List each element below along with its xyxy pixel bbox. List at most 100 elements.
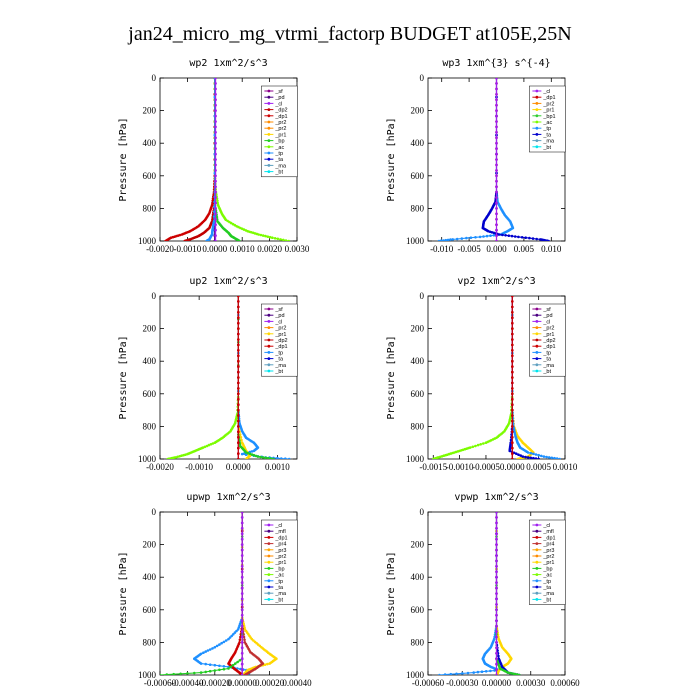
- series-point: [273, 237, 277, 240]
- series-point: [239, 635, 242, 639]
- legend-entry: _sf: [274, 89, 283, 95]
- series-point: [240, 559, 244, 563]
- series-line-tp: [439, 512, 499, 675]
- series-point: [511, 397, 514, 401]
- legend-marker: [535, 560, 539, 564]
- series-point: [524, 455, 527, 459]
- legend-entry: _dp1: [274, 344, 287, 350]
- series-point: [511, 452, 514, 455]
- series-point: [165, 673, 169, 675]
- series-point: [501, 233, 504, 237]
- series-point: [280, 457, 283, 459]
- series-line-pr4: [241, 512, 264, 675]
- series-point: [287, 239, 291, 241]
- x-tick-label: -0.00030: [446, 678, 479, 688]
- series-point: [511, 414, 514, 417]
- series-point: [240, 641, 244, 644]
- series-point: [214, 141, 217, 145]
- series-point: [497, 654, 500, 658]
- legend-marker: [535, 108, 539, 111]
- series-point: [231, 663, 235, 667]
- series-point: [248, 452, 252, 456]
- series-point: [263, 663, 267, 666]
- legend-entry: _bp: [274, 139, 284, 145]
- y-tick-label: 1000: [406, 670, 425, 680]
- series-point: [237, 392, 240, 396]
- series-point: [479, 443, 483, 446]
- legend-marker: [535, 598, 539, 601]
- series-point: [212, 215, 216, 218]
- series-point: [206, 649, 210, 652]
- x-tick-label: 0.00000: [228, 678, 258, 688]
- legend-marker: [267, 567, 271, 570]
- legend-entry: _ac: [542, 573, 552, 579]
- series-point: [495, 608, 498, 612]
- y-tick-label: 0: [152, 73, 157, 83]
- series-point: [214, 103, 217, 107]
- y-axis-label: Pressure [hPa]: [118, 551, 129, 635]
- series-point: [495, 196, 498, 199]
- series-point: [478, 235, 482, 239]
- series-point: [495, 597, 498, 601]
- legend-entry: _tp: [274, 151, 283, 157]
- y-tick-label: 1000: [138, 670, 157, 680]
- legend-marker: [267, 332, 271, 336]
- series-point: [492, 234, 496, 237]
- series-point: [495, 532, 498, 535]
- panel-5: upwp 1xm^2/s^3 Pressure [hPa] 0 200 400 600 80…: [118, 492, 312, 688]
- series-point: [511, 327, 514, 330]
- legend-entry: _pr1: [274, 132, 286, 138]
- series-point: [240, 570, 244, 574]
- legend-entry: _cl: [542, 89, 550, 95]
- series-point: [495, 586, 498, 590]
- series-point: [215, 644, 219, 648]
- legend-marker: [535, 548, 539, 552]
- series-point: [264, 456, 267, 459]
- legend-marker: [535, 554, 539, 558]
- series-point: [495, 169, 498, 172]
- series-point: [545, 455, 548, 459]
- series-point: [214, 179, 217, 183]
- x-tick-label: -0.0020: [146, 244, 174, 254]
- x-tick-label: 0.0030: [285, 244, 310, 254]
- series-point: [237, 349, 240, 352]
- series-point: [214, 223, 217, 226]
- legend-marker: [267, 133, 271, 136]
- legend-entry: _ma: [274, 591, 287, 597]
- series-point: [227, 667, 230, 670]
- series-point: [236, 628, 240, 631]
- x-tick-label: 0.00040: [282, 678, 312, 688]
- series-point: [214, 169, 217, 172]
- legend-marker: [267, 145, 271, 149]
- series-point: [550, 456, 554, 459]
- legend-marker: [535, 351, 539, 354]
- series-point: [495, 120, 498, 123]
- x-tick-label: 0.000: [486, 244, 507, 254]
- series-point: [214, 109, 217, 112]
- series-line-tp: [438, 78, 514, 241]
- series-point: [495, 98, 498, 101]
- series-point: [519, 454, 522, 457]
- series-point: [449, 672, 453, 675]
- legend-marker: [535, 145, 539, 149]
- legend-marker: [535, 344, 539, 348]
- series-point: [438, 673, 441, 675]
- series-point: [511, 316, 514, 320]
- series-point: [237, 414, 240, 417]
- series-point: [240, 657, 244, 660]
- x-tick-label: -0.0020: [146, 462, 174, 472]
- legend-marker: [535, 542, 539, 545]
- series-point: [497, 635, 500, 639]
- series-point: [511, 441, 514, 445]
- legend-marker: [535, 133, 539, 136]
- series-point: [222, 640, 226, 644]
- y-tick-label: 400: [143, 356, 157, 366]
- series-point: [495, 158, 498, 161]
- legend-marker: [267, 536, 271, 539]
- legend-entry: _cl: [542, 523, 550, 529]
- series-point: [511, 446, 514, 450]
- legend-entry: _pd: [274, 95, 284, 101]
- legend-entry: _pr2: [274, 326, 286, 332]
- series-point: [214, 185, 217, 188]
- y-tick-label: 0: [420, 291, 425, 301]
